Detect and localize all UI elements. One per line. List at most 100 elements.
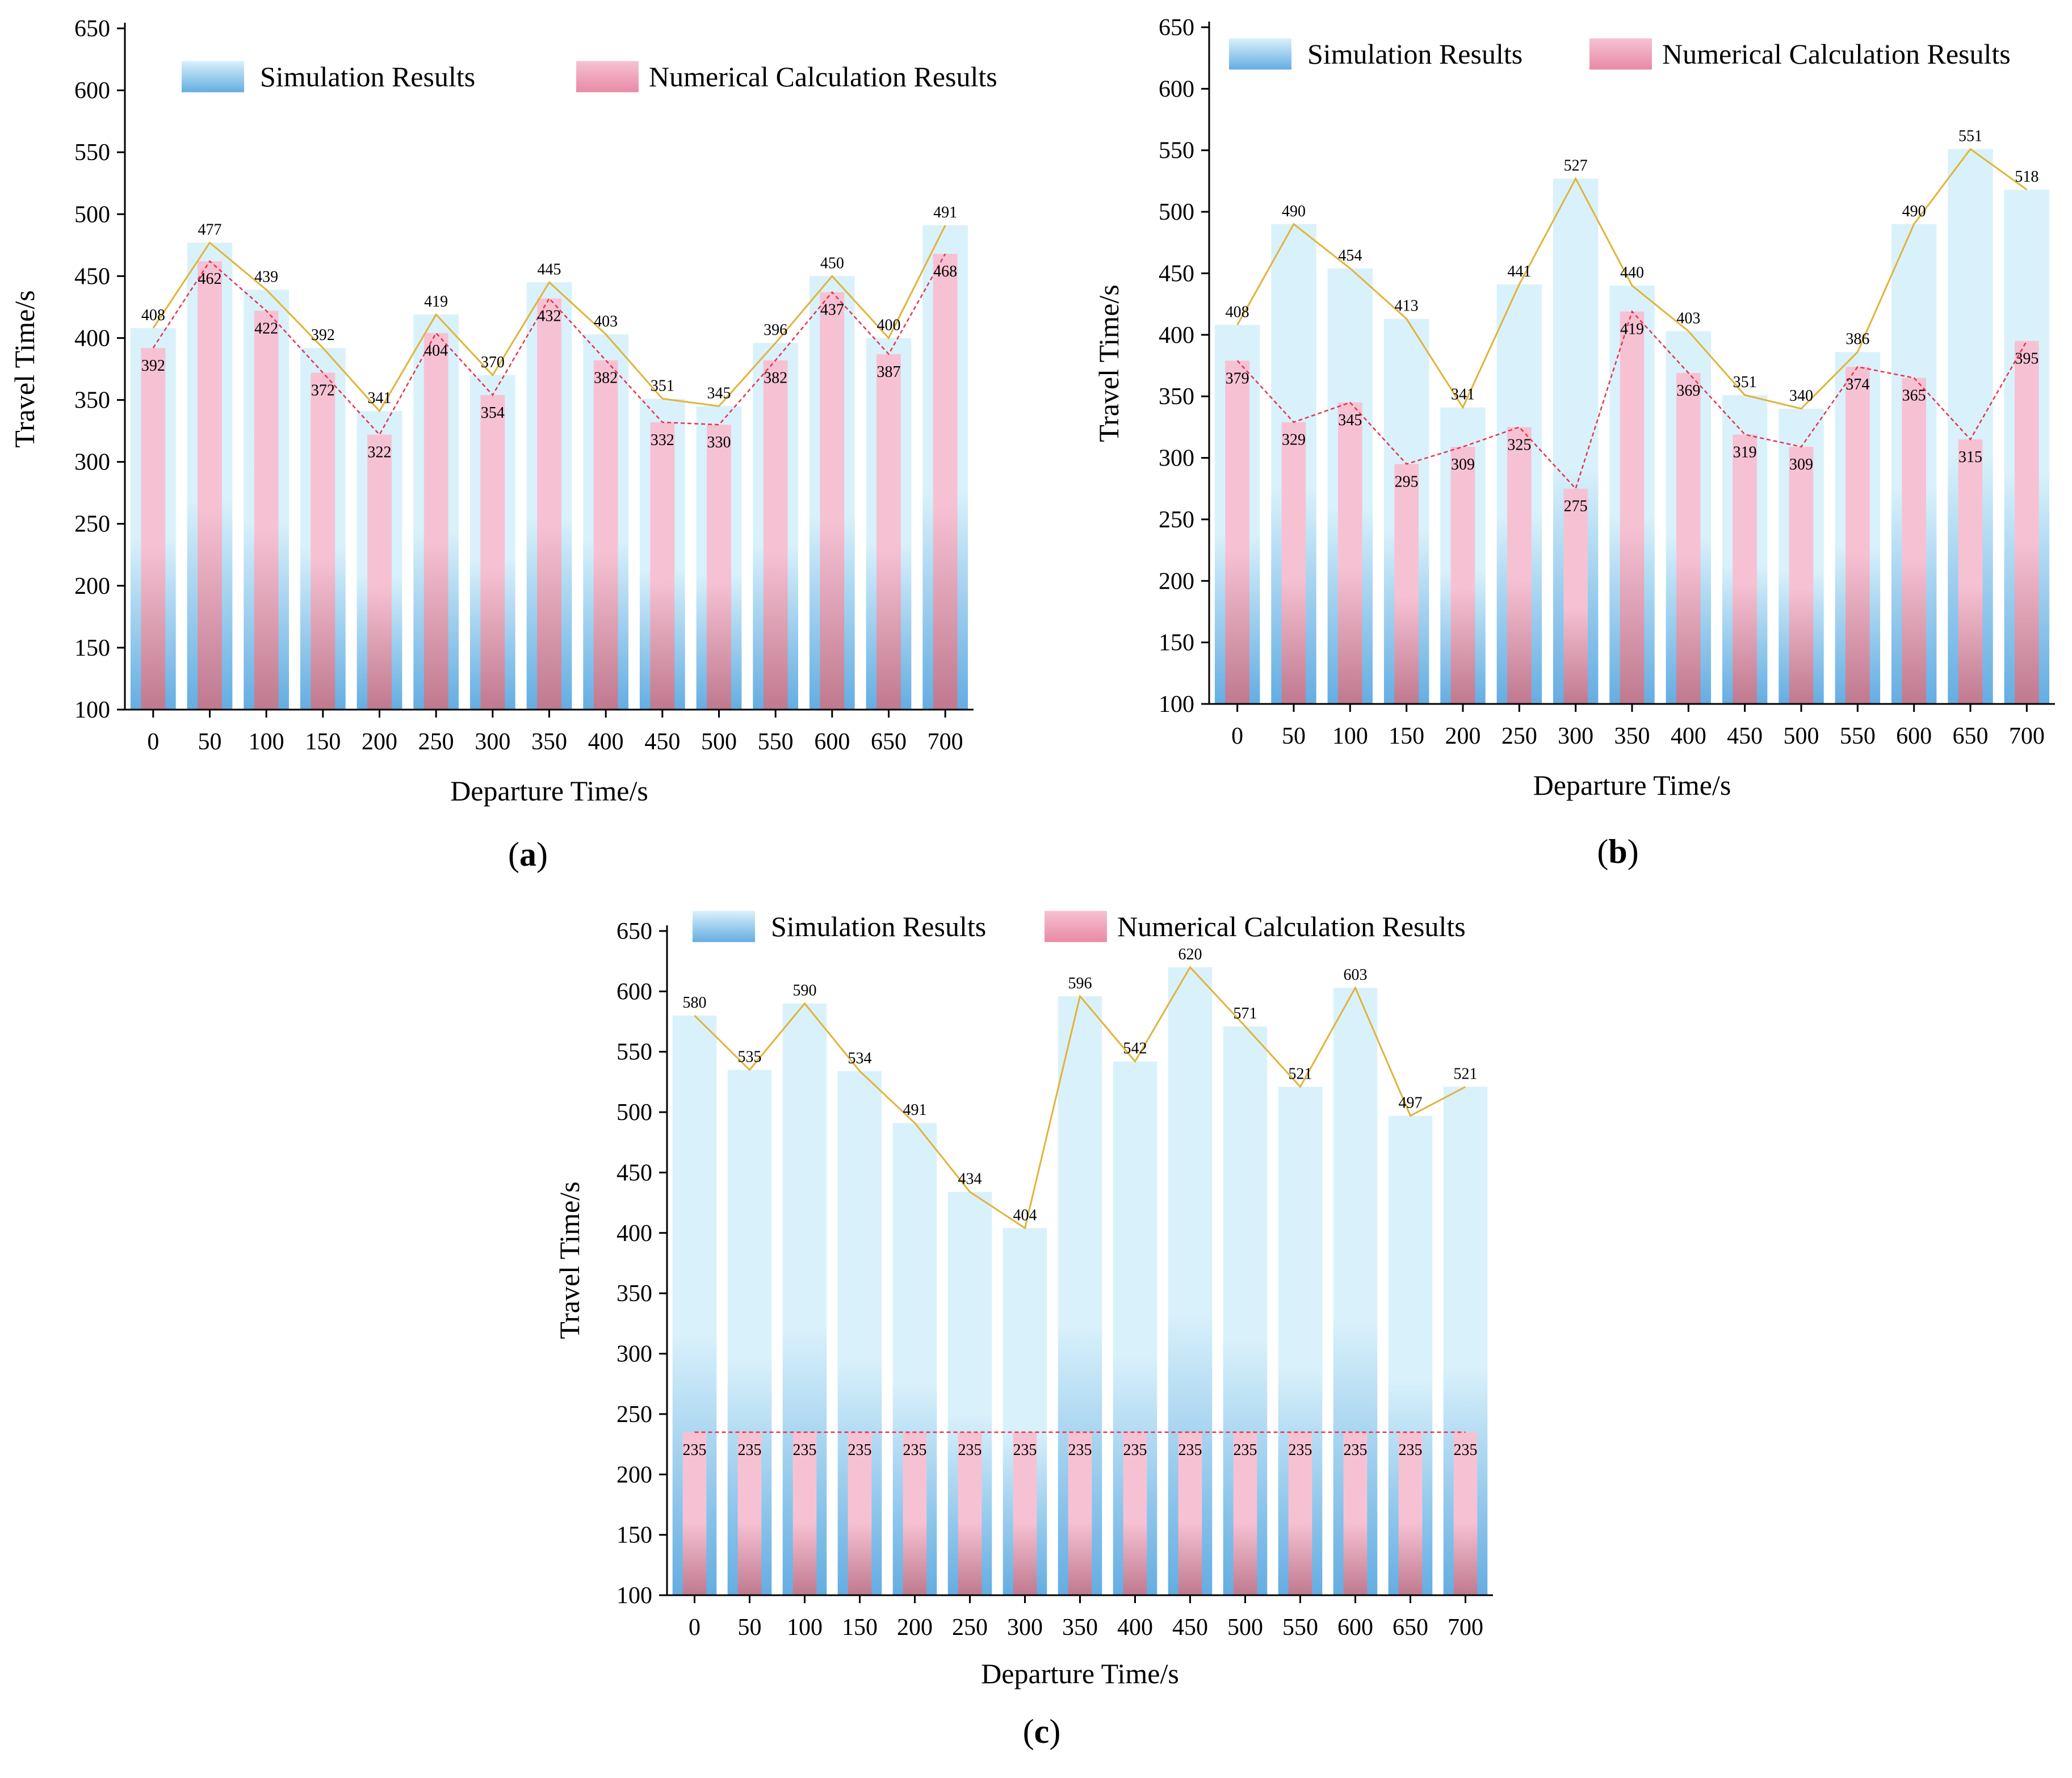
num-data-label: 235 bbox=[1454, 1441, 1478, 1459]
num-bar-650 bbox=[1958, 439, 1983, 704]
y-tick-label: 650 bbox=[74, 16, 110, 42]
y-tick-label: 450 bbox=[74, 263, 110, 290]
y-tick-label: 650 bbox=[1159, 15, 1194, 41]
x-tick-label: 400 bbox=[1117, 1615, 1153, 1641]
x-tick-label: 150 bbox=[305, 729, 341, 755]
y-tick-label: 200 bbox=[1159, 568, 1194, 594]
sim-data-label: 491 bbox=[933, 204, 957, 221]
sim-data-label: 518 bbox=[2015, 168, 2039, 186]
sim-data-label: 490 bbox=[1902, 203, 1926, 220]
legend-swatch-numerical bbox=[1589, 38, 1652, 70]
sim-data-label: 551 bbox=[1958, 128, 1982, 145]
y-tick-label: 250 bbox=[616, 1402, 652, 1428]
num-bar-250 bbox=[1507, 427, 1532, 704]
y-tick-label: 600 bbox=[74, 78, 110, 104]
x-tick-label: 600 bbox=[814, 729, 850, 755]
num-data-label: 329 bbox=[1282, 431, 1306, 449]
y-tick-label: 450 bbox=[616, 1160, 652, 1186]
sim-data-label: 477 bbox=[198, 221, 222, 238]
x-tick-label: 0 bbox=[689, 1615, 701, 1641]
num-bar-550 bbox=[1845, 367, 1870, 704]
num-bar-250 bbox=[958, 1432, 982, 1595]
num-bar-100 bbox=[792, 1432, 817, 1595]
sim-data-label: 580 bbox=[683, 994, 707, 1012]
num-bar-450 bbox=[1178, 1432, 1202, 1595]
y-tick-label: 400 bbox=[1159, 322, 1194, 349]
y-tick-label: 650 bbox=[616, 919, 652, 945]
sim-line bbox=[694, 966, 1466, 1230]
num-data-label: 372 bbox=[311, 382, 335, 400]
x-tick-label: 200 bbox=[1445, 723, 1481, 749]
y-tick-label: 600 bbox=[1159, 76, 1194, 102]
num-data-label: 235 bbox=[1123, 1441, 1147, 1459]
x-tick-label: 550 bbox=[1282, 1615, 1318, 1641]
num-bar-700 bbox=[1453, 1432, 1478, 1595]
y-tick-label: 600 bbox=[616, 979, 652, 1005]
sim-data-label: 603 bbox=[1344, 966, 1368, 984]
sim-data-label: 345 bbox=[707, 384, 731, 402]
sim-data-label: 404 bbox=[1013, 1206, 1037, 1224]
x-axis-title: Departure Time/s bbox=[981, 1658, 1179, 1689]
num-bar-700 bbox=[2014, 341, 2039, 704]
y-tick-label: 250 bbox=[1159, 507, 1194, 533]
num-bar-600 bbox=[1343, 1432, 1368, 1595]
num-bar-150 bbox=[1394, 464, 1419, 704]
legend-swatch-numerical bbox=[576, 61, 639, 93]
sim-data-label: 341 bbox=[368, 389, 392, 407]
num-data-label: 379 bbox=[1226, 370, 1249, 387]
num-bar-200 bbox=[1450, 447, 1475, 704]
x-tick-label: 350 bbox=[1614, 723, 1650, 749]
sim-data-label: 490 bbox=[1282, 203, 1306, 220]
sim-data-label: 408 bbox=[141, 307, 165, 324]
y-tick-label: 250 bbox=[74, 511, 110, 538]
sim-data-label: 341 bbox=[1451, 386, 1475, 404]
x-tick-label: 600 bbox=[1896, 723, 1932, 749]
x-tick-label: 700 bbox=[928, 729, 963, 755]
y-tick-label: 500 bbox=[616, 1100, 652, 1126]
num-data-label: 332 bbox=[651, 431, 674, 449]
sim-data-label: 521 bbox=[1454, 1065, 1478, 1083]
panel-label: (a) bbox=[508, 836, 548, 873]
x-tick-label: 50 bbox=[198, 729, 222, 755]
sim-data-label: 454 bbox=[1338, 247, 1362, 265]
num-data-label: 345 bbox=[1338, 412, 1362, 429]
num-bar-450 bbox=[1733, 434, 1758, 704]
num-bar-550 bbox=[1288, 1432, 1312, 1595]
y-tick-label: 400 bbox=[616, 1221, 652, 1247]
x-tick-label: 500 bbox=[1784, 723, 1819, 749]
sim-data-label: 450 bbox=[820, 254, 844, 272]
x-tick-label: 550 bbox=[758, 729, 794, 755]
sim-data-label: 386 bbox=[1845, 330, 1869, 348]
num-bar-50 bbox=[737, 1432, 762, 1595]
num-data-label: 235 bbox=[1289, 1441, 1312, 1459]
x-tick-label: 0 bbox=[1231, 723, 1243, 749]
x-tick-label: 450 bbox=[644, 729, 680, 755]
x-tick-label: 100 bbox=[1332, 723, 1368, 749]
num-data-label: 295 bbox=[1395, 473, 1419, 490]
x-tick-label: 600 bbox=[1337, 1615, 1373, 1641]
sim-line bbox=[152, 225, 946, 413]
legend-swatch-numerical bbox=[1045, 911, 1107, 942]
y-tick-label: 200 bbox=[616, 1462, 652, 1488]
sim-data-label: 370 bbox=[481, 354, 505, 371]
num-data-label: 437 bbox=[820, 301, 844, 319]
sim-data-label: 440 bbox=[1620, 264, 1644, 282]
x-axis-title: Departure Time/s bbox=[450, 775, 648, 807]
num-bar-250 bbox=[423, 333, 448, 710]
num-bar-600 bbox=[820, 292, 845, 710]
num-bar-400 bbox=[1123, 1432, 1147, 1595]
y-tick-label: 350 bbox=[616, 1281, 652, 1307]
num-bar-0 bbox=[1225, 360, 1250, 704]
num-bar-200 bbox=[367, 434, 392, 710]
num-data-label: 309 bbox=[1451, 456, 1475, 473]
x-tick-label: 650 bbox=[1392, 1615, 1428, 1641]
num-bar-350 bbox=[1068, 1432, 1092, 1595]
chart-panel-c: 580 535 590 534 491 434 404 596 542 620 571 521 603 4… bbox=[553, 911, 1493, 1750]
y-tick-label: 500 bbox=[1159, 199, 1194, 225]
y-tick-label: 450 bbox=[1159, 261, 1194, 287]
x-tick-label: 250 bbox=[418, 729, 454, 755]
x-tick-label: 200 bbox=[897, 1615, 933, 1641]
num-bar-700 bbox=[933, 254, 958, 710]
x-tick-label: 250 bbox=[1501, 723, 1537, 749]
